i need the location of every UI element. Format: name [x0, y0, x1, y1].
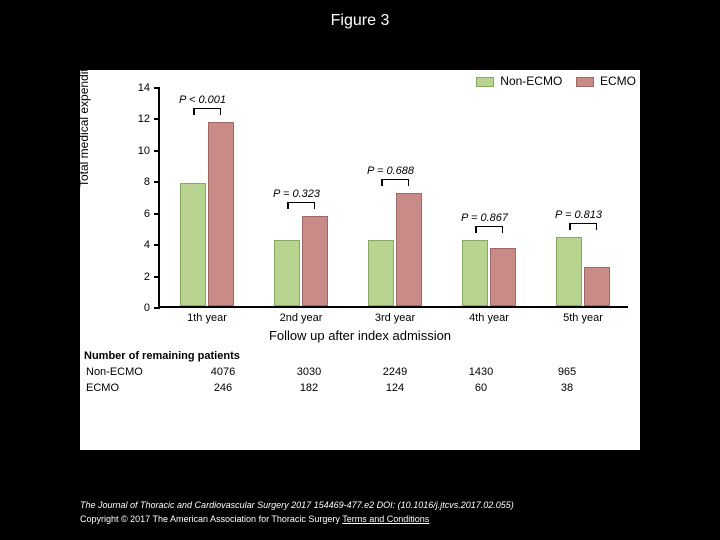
legend-label: Non-ECMO [500, 74, 562, 88]
x-tick-label: 1th year [187, 312, 227, 324]
legend: Non-ECMO ECMO [466, 74, 636, 88]
bar-ecmo [302, 216, 328, 306]
plot-area: 024681012141th yearP < 0.0012nd yearP = … [158, 88, 628, 308]
legend-item-ecmo: ECMO [576, 74, 636, 88]
p-value-bracket [287, 202, 315, 208]
x-tick-label: 4th year [469, 312, 509, 324]
y-tick-label: 12 [126, 113, 150, 125]
citation-text: The Journal of Thoracic and Cardiovascul… [80, 500, 514, 510]
bar-ecmo [208, 122, 234, 306]
table-cell: 4076 [180, 366, 266, 382]
copyright-prefix: Copyright © 2017 The American Associatio… [80, 514, 342, 524]
y-tick [154, 213, 160, 215]
p-value-label: P = 0.323 [273, 188, 320, 200]
p-value-bracket [193, 108, 221, 114]
p-value-bracket [569, 223, 597, 229]
table-header-row: Number of remaining patients [84, 350, 634, 366]
y-tick [154, 276, 160, 278]
bar-ecmo [490, 248, 516, 306]
p-value-label: P < 0.001 [179, 94, 226, 106]
bar-non-ecmo [180, 183, 206, 306]
y-tick [154, 118, 160, 120]
y-tick-label: 2 [126, 271, 150, 283]
remaining-patients-table: Number of remaining patients Non-ECMO 40… [84, 350, 634, 398]
p-value-label: P = 0.688 [367, 165, 414, 177]
x-tick-label: 3rd year [375, 312, 415, 324]
y-tick [154, 244, 160, 246]
figure-title: Figure 3 [0, 0, 720, 30]
y-tick-label: 0 [126, 302, 150, 314]
table-header-label: Number of remaining patients [84, 350, 240, 366]
legend-swatch-non-ecmo [476, 77, 494, 87]
x-tick-label: 2nd year [280, 312, 323, 324]
legend-item-non-ecmo: Non-ECMO [476, 74, 562, 88]
y-tick [154, 87, 160, 89]
table-cell: 60 [438, 382, 524, 398]
y-tick-label: 6 [126, 208, 150, 220]
terms-link[interactable]: Terms and Conditions [342, 514, 429, 524]
y-tick-label: 10 [126, 145, 150, 157]
bar-ecmo [396, 193, 422, 306]
table-row: ECMO 246 182 124 60 38 [84, 382, 634, 398]
table-cell: 182 [266, 382, 352, 398]
y-tick [154, 307, 160, 309]
table-row-label: ECMO [84, 382, 180, 398]
chart-container: Non-ECMO ECMO Total medical expenditure … [80, 70, 640, 450]
table-cell: 3030 [266, 366, 352, 382]
bar-non-ecmo [462, 240, 488, 306]
y-tick-label: 4 [126, 239, 150, 251]
table-row-label: Non-ECMO [84, 366, 180, 382]
p-value-bracket [475, 226, 503, 232]
p-value-label: P = 0.867 [461, 212, 508, 224]
table-cell: 38 [524, 382, 610, 398]
table-cell: 1430 [438, 366, 524, 382]
legend-label: ECMO [600, 74, 636, 88]
copyright-text: Copyright © 2017 The American Associatio… [80, 514, 429, 524]
y-tick-label: 14 [126, 82, 150, 94]
table-cell: 124 [352, 382, 438, 398]
x-tick-label: 5th year [563, 312, 603, 324]
table-cell: 965 [524, 366, 610, 382]
legend-swatch-ecmo [576, 77, 594, 87]
x-axis-title: Follow up after index admission [269, 328, 451, 343]
bar-non-ecmo [274, 240, 300, 306]
table-row: Non-ECMO 4076 3030 2249 1430 965 [84, 366, 634, 382]
bar-non-ecmo [368, 240, 394, 306]
y-tick [154, 150, 160, 152]
y-tick [154, 181, 160, 183]
p-value-label: P = 0.813 [555, 209, 602, 221]
table-cell: 246 [180, 382, 266, 398]
bar-ecmo [584, 267, 610, 306]
p-value-bracket [381, 179, 409, 185]
table-cell: 2249 [352, 366, 438, 382]
y-tick-label: 8 [126, 176, 150, 188]
bar-non-ecmo [556, 237, 582, 306]
